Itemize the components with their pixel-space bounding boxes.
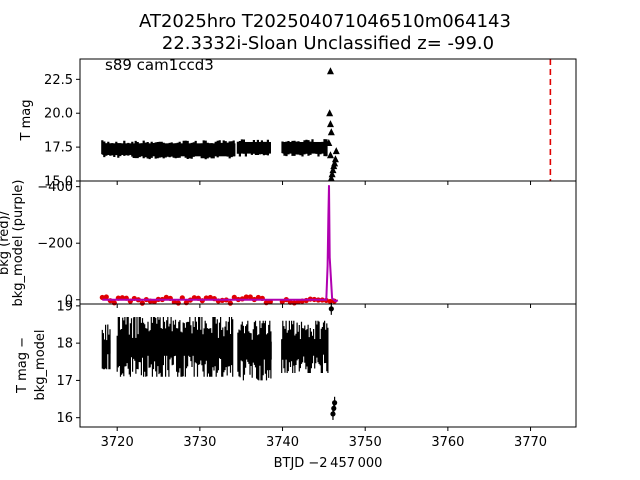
y-tick-label: −400	[37, 180, 73, 195]
bkg-point	[227, 300, 233, 306]
y-tick-label: 0	[65, 293, 73, 308]
y-tick-label: 19	[56, 299, 73, 314]
bkg-point	[207, 294, 213, 301]
data-point	[328, 306, 334, 312]
data-point	[327, 128, 335, 136]
axes-frame	[79, 58, 577, 182]
chart-title-line2: 22.3332i-Sloan Unclassified z= -99.0	[162, 33, 494, 54]
chart-title-line1: AT2025hro T202504071046510m064143	[139, 11, 511, 32]
top-annotation: s89 cam1ccd3	[105, 56, 214, 74]
y-tick-label: 17.5	[44, 141, 73, 156]
bottom-y-label-line2: bkg_model	[33, 329, 48, 400]
data-band-core	[237, 341, 272, 360]
bkg-point	[139, 300, 145, 306]
x-tick-label: 3740	[266, 435, 299, 450]
data-band-edge	[281, 139, 328, 157]
bkg-model-line	[102, 185, 339, 303]
y-tick-label: 20.0	[44, 107, 73, 122]
bkg-point	[231, 294, 237, 300]
data-band-core	[117, 337, 233, 356]
x-tick-label: 3750	[349, 435, 382, 450]
y-tick-label: 18	[56, 337, 73, 352]
data-point	[327, 174, 335, 182]
data-point	[331, 405, 337, 411]
data-point	[331, 159, 339, 167]
data-point	[325, 139, 333, 147]
bkg-point	[103, 294, 109, 300]
data-band-edge	[132, 140, 235, 160]
y-tick-label: 17	[56, 374, 73, 389]
x-tick-label: 3760	[431, 435, 464, 450]
axes-frame	[79, 303, 577, 428]
x-tick-label: 3720	[101, 435, 134, 450]
y-tick-label: 22.5	[44, 73, 73, 88]
y-tick-label: 16	[56, 411, 73, 426]
data-point	[328, 170, 336, 178]
bkg-point	[327, 298, 333, 305]
data-band-core	[102, 340, 111, 354]
bkg-point	[243, 294, 249, 300]
x-tick-label: 3730	[183, 435, 216, 450]
data-point	[326, 120, 334, 128]
panel-bottom: 16 17 18 19 3720 3730 3740 3750 3760 3770	[56, 299, 577, 450]
y-tick-label: −200	[37, 237, 73, 252]
bkg-point	[111, 300, 117, 306]
x-tick-label: 3770	[514, 435, 547, 450]
data-point	[332, 147, 340, 155]
data-point	[331, 155, 339, 163]
bkg-point	[255, 294, 261, 301]
data-band-core	[281, 339, 328, 355]
data-point	[332, 400, 338, 406]
bkg-point	[99, 294, 105, 301]
bottom-y-label-line1: T mag −	[15, 337, 30, 394]
top-y-label: T mag	[19, 100, 34, 142]
data-point	[326, 67, 334, 75]
data-point	[329, 166, 337, 174]
middle-y-label-line2: bkg_model (purple)	[11, 180, 26, 307]
panel-middle: 0 −200 −400	[37, 180, 577, 308]
y-tick-label: 15.0	[44, 175, 73, 190]
data-point	[330, 411, 336, 417]
data-band-edge	[236, 139, 271, 157]
data-point	[326, 151, 334, 159]
x-axis-label: BTJD −2 457 000	[274, 456, 383, 471]
bkg-point	[163, 294, 169, 300]
bkg-point	[175, 300, 181, 306]
middle-y-label-line1: bkg (red)/	[0, 210, 12, 275]
bkg-point	[247, 294, 253, 300]
data-point	[326, 109, 334, 117]
panel-top: 15.0 17.5 20.0 22.5	[44, 58, 577, 190]
data-band-edge	[101, 140, 134, 158]
